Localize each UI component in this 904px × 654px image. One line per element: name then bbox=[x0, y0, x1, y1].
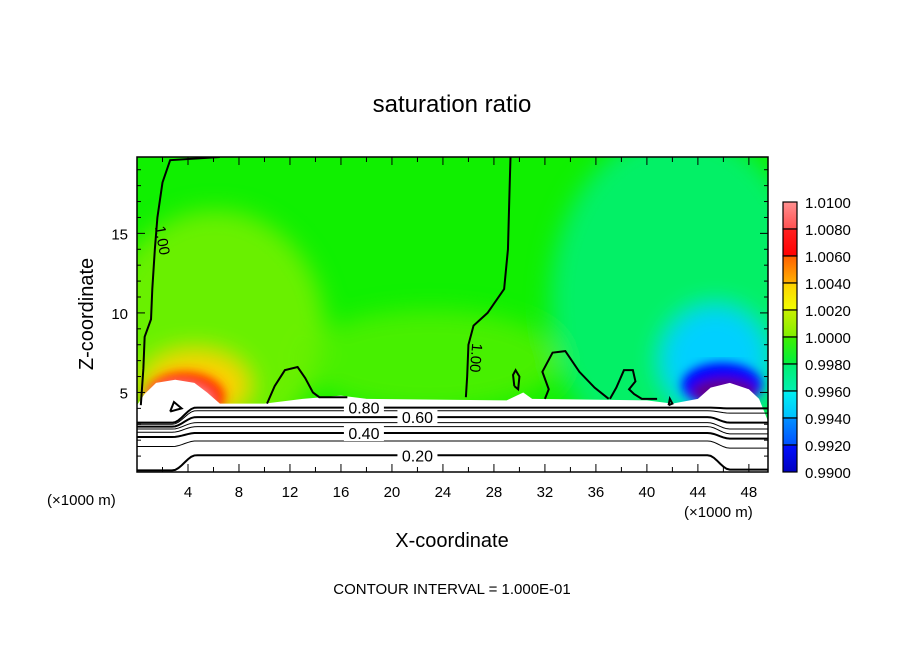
colorbar-segment bbox=[782, 309, 798, 338]
x-tick-label: 24 bbox=[435, 484, 452, 501]
colorbar-segment bbox=[782, 417, 798, 446]
y-tick-label: 15 bbox=[111, 226, 128, 243]
contour-label: 0.20 bbox=[402, 448, 433, 465]
colorbar-segment bbox=[782, 282, 798, 311]
contour-label-bg bbox=[397, 447, 438, 464]
contour-label: 0.60 bbox=[402, 410, 433, 427]
contour-line bbox=[667, 395, 674, 407]
x-tick-label: 28 bbox=[486, 484, 503, 501]
contour-label-bg bbox=[343, 425, 384, 442]
layer-contour-line bbox=[137, 422, 768, 430]
colorbar-label: 1.0060 bbox=[805, 249, 851, 266]
colorbar-segment bbox=[782, 228, 798, 257]
terrain-mask bbox=[137, 379, 768, 472]
x-axis-label: X-coordinate bbox=[395, 530, 508, 552]
colorbar-segment bbox=[782, 201, 798, 230]
layer-contour-line bbox=[137, 426, 768, 435]
contour-label: 0.40 bbox=[348, 426, 379, 443]
colorbar-segment bbox=[782, 444, 798, 473]
x-tick-label: 4 bbox=[184, 484, 192, 501]
x-unit-right: (×1000 m) bbox=[684, 504, 753, 521]
colorbar-label: 1.0080 bbox=[805, 222, 851, 239]
colorbar-segment bbox=[782, 255, 798, 284]
y-tick-label: 10 bbox=[111, 306, 128, 323]
colorbar-label: 1.0020 bbox=[805, 303, 851, 320]
chart-title: saturation ratio bbox=[373, 91, 532, 118]
y-axis-label: Z-coordinate bbox=[76, 258, 98, 370]
layer-contour-line bbox=[137, 440, 768, 449]
colorbar-label: 0.9900 bbox=[805, 465, 851, 482]
contour-label: 1.00 bbox=[151, 225, 173, 257]
contour-line bbox=[464, 157, 512, 398]
colorbar-label: 1.0100 bbox=[805, 195, 851, 212]
x-tick-label: 44 bbox=[690, 484, 707, 501]
contour-lines: 1.00 1.00 0.80 0.60 0.40 0.20 bbox=[137, 157, 768, 472]
contour-line bbox=[169, 400, 184, 413]
colorbar-label: 0.9940 bbox=[805, 411, 851, 428]
contour-line bbox=[266, 365, 348, 404]
contour-line bbox=[541, 350, 610, 400]
colorbar-segment bbox=[782, 390, 798, 419]
x-tick-label: 12 bbox=[282, 484, 299, 501]
plot-frame bbox=[136, 156, 769, 473]
mid-yellowish bbox=[300, 310, 560, 410]
contour-line bbox=[139, 157, 220, 406]
colorbar-segment bbox=[782, 363, 798, 392]
x-tick-label: 40 bbox=[639, 484, 656, 501]
colorbar-label: 0.9920 bbox=[805, 438, 851, 455]
contour-label: 1.00 bbox=[466, 343, 485, 374]
x-tick-label: 20 bbox=[384, 484, 401, 501]
colorbar-label: 1.0000 bbox=[805, 330, 851, 347]
contour-label: 0.80 bbox=[348, 401, 379, 418]
layer-contour-line bbox=[137, 410, 768, 425]
colorbar: 1.0100 1.0080 1.0060 1.0040 1.0020 1.0000 0.99… bbox=[782, 195, 851, 482]
contour-label-bg bbox=[343, 399, 384, 416]
layer-contour-line bbox=[137, 406, 768, 424]
x-tick-label: 16 bbox=[333, 484, 350, 501]
layer-contour-line bbox=[137, 416, 768, 428]
contour-line bbox=[609, 369, 658, 400]
contour-label-bg bbox=[397, 409, 438, 426]
y-tick-label: 5 bbox=[120, 385, 128, 402]
x-unit-left: (×1000 m) bbox=[47, 492, 116, 509]
contour-interval-note: CONTOUR INTERVAL = 1.000E-01 bbox=[333, 581, 570, 598]
colorbar-label: 0.9980 bbox=[805, 357, 851, 374]
x-tick-label: 32 bbox=[537, 484, 554, 501]
x-tick-label: 48 bbox=[741, 484, 758, 501]
x-tick-label: 36 bbox=[588, 484, 605, 501]
x-tick-label: 8 bbox=[235, 484, 243, 501]
colorbar-segment bbox=[782, 336, 798, 365]
color-field: 1.00 1.00 0.80 0.60 0.40 0.20 bbox=[137, 157, 768, 472]
colorbar-label: 1.0040 bbox=[805, 276, 851, 293]
layer-contour-line bbox=[137, 432, 768, 440]
layer-contour-line bbox=[137, 454, 768, 472]
contour-line bbox=[512, 368, 521, 392]
colorbar-label: 0.9960 bbox=[805, 384, 851, 401]
